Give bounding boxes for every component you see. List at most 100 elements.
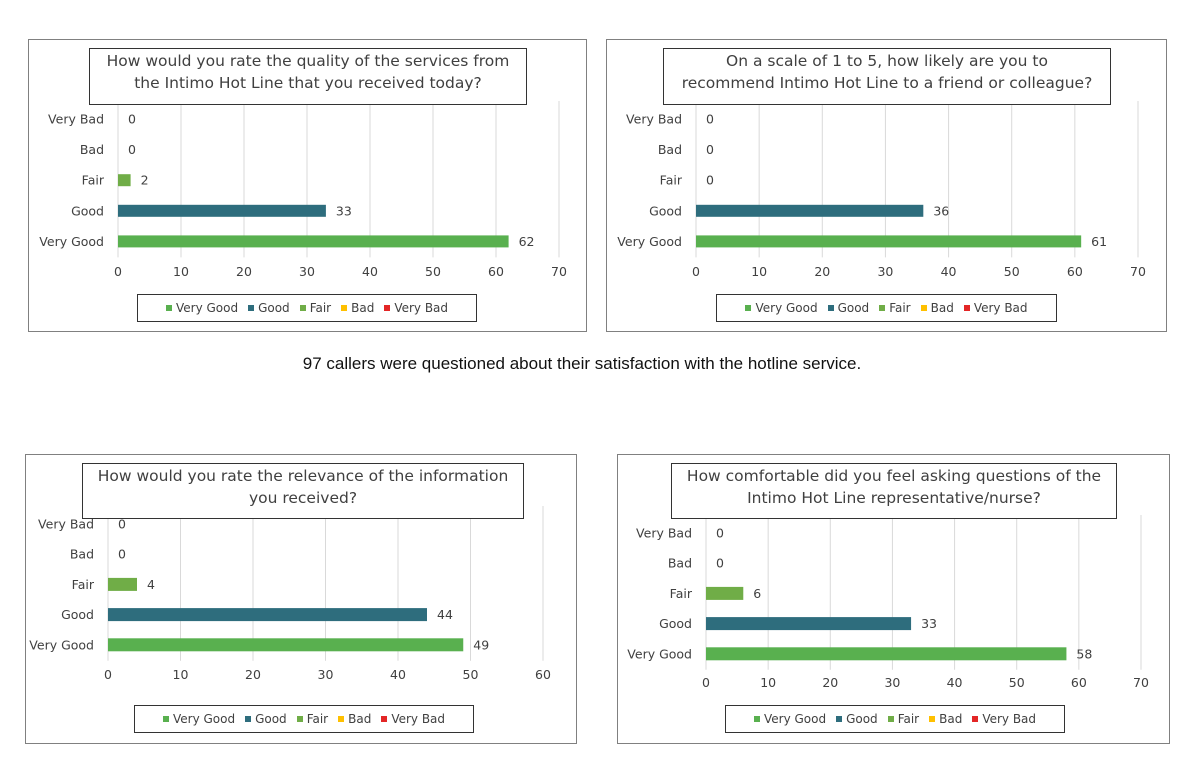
chart-legend: Very Good Good Fair Bad Very Bad xyxy=(137,294,477,322)
chart-panel-quality: 0 10 20 30 40 50 60 70 Very Bad 0 Bad 0 Fair 2 Good 33 V… xyxy=(28,39,587,332)
y-category-label: Very Good xyxy=(627,646,692,661)
x-tick-label: 40 xyxy=(941,264,957,279)
chart-title-line-2: recommend Intimo Hot Line to a friend or… xyxy=(681,74,1093,92)
x-tick-label: 70 xyxy=(1133,675,1149,690)
bar xyxy=(108,608,427,622)
legend-swatch xyxy=(963,305,970,311)
x-tick-label: 20 xyxy=(822,675,838,690)
x-tick-label: 70 xyxy=(551,264,567,279)
data-label: 49 xyxy=(473,637,489,652)
x-tick-label: 40 xyxy=(362,264,378,279)
bar-chart-comfort: 0 10 20 30 40 50 60 70 Very Bad 0 Bad 0 Fair 6 Good 33 V… xyxy=(627,515,1149,690)
bar xyxy=(706,647,1067,661)
legend-item-good: Good xyxy=(827,301,869,315)
chart-title-line-2: Intimo Hot Line representative/nurse? xyxy=(747,489,1041,507)
y-category-label: Fair xyxy=(82,173,105,188)
x-tick-label: 40 xyxy=(947,675,963,690)
y-category-label: Fair xyxy=(72,577,95,592)
x-tick-label: 0 xyxy=(692,264,700,279)
x-tick-label: 50 xyxy=(1004,264,1020,279)
x-tick-label: 30 xyxy=(318,667,334,682)
legend-label: Good xyxy=(255,712,287,726)
data-label: 61 xyxy=(1091,234,1107,249)
legend-item-very-bad: Very Bad xyxy=(972,712,1036,726)
legend-item-very-bad: Very Bad xyxy=(381,712,445,726)
legend-swatch xyxy=(248,305,255,311)
data-label: 0 xyxy=(128,112,136,127)
legend-label: Bad xyxy=(930,301,954,315)
legend-item-very-good: Very Good xyxy=(165,301,238,315)
x-tick-label: 10 xyxy=(173,667,189,682)
legend-label: Fair xyxy=(306,712,329,726)
bar xyxy=(706,586,744,600)
legend-swatch xyxy=(929,716,936,722)
data-label: 0 xyxy=(716,526,724,541)
legend-swatch xyxy=(745,305,752,311)
legend-label: Bad xyxy=(939,712,963,726)
y-category-label: Good xyxy=(61,607,94,622)
chart-panel-comfort: 0 10 20 30 40 50 60 70 Very Bad 0 Bad 0 Fair 6 Good 33 V… xyxy=(617,454,1170,744)
y-category-label: Very Bad xyxy=(48,112,104,127)
legend-swatch xyxy=(920,305,927,311)
x-tick-label: 50 xyxy=(463,667,479,682)
legend-label: Very Good xyxy=(755,301,818,315)
legend-label: Fair xyxy=(309,301,332,315)
chart-title-line-1: How would you rate the quality of the se… xyxy=(106,52,510,70)
survey-caption: 97 callers were questioned about their s… xyxy=(302,354,862,373)
legend-swatch xyxy=(296,716,303,722)
legend-item-fair: Fair xyxy=(296,712,329,726)
data-label: 36 xyxy=(933,203,949,218)
data-label: 33 xyxy=(921,616,937,631)
legend-item-good: Good xyxy=(836,712,878,726)
legend-swatch xyxy=(245,716,252,722)
y-category-label: Good xyxy=(71,203,104,218)
x-tick-label: 30 xyxy=(877,264,893,279)
legend-item-very-bad: Very Bad xyxy=(384,301,448,315)
bar xyxy=(108,577,137,591)
bar-chart-quality: 0 10 20 30 40 50 60 70 Very Bad 0 Bad 0 Fair 2 Good 33 V… xyxy=(39,101,567,279)
y-category-label: Very Good xyxy=(617,234,682,249)
legend-label: Bad xyxy=(351,301,375,315)
data-label: 0 xyxy=(716,556,724,571)
legend-label: Very Bad xyxy=(982,712,1037,726)
chart-title-line-2: you received? xyxy=(248,489,358,507)
chart-title-line-1: How comfortable did you feel asking ques… xyxy=(686,467,1102,485)
chart-legend: Very Good Good Fair Bad Very Bad xyxy=(716,294,1057,322)
y-category-label: Good xyxy=(659,616,692,631)
y-category-label: Bad xyxy=(80,142,104,157)
bar xyxy=(706,617,912,631)
legend-swatch xyxy=(299,305,306,311)
x-tick-label: 60 xyxy=(535,667,551,682)
chart-title-line-1: On a scale of 1 to 5, how likely are you… xyxy=(726,52,1048,70)
data-label: 0 xyxy=(118,517,126,532)
legend-item-very-good: Very Good xyxy=(745,301,818,315)
y-category-label: Good xyxy=(649,203,682,218)
x-tick-label: 40 xyxy=(390,667,406,682)
bar xyxy=(118,235,509,248)
legend-item-bad: Bad xyxy=(338,712,371,726)
legend-item-fair: Fair xyxy=(299,301,332,315)
data-label: 33 xyxy=(336,203,352,218)
legend-label: Good xyxy=(258,301,290,315)
y-category-label: Very Bad xyxy=(38,517,94,532)
y-category-label: Very Bad xyxy=(636,526,692,541)
chart-legend: Very Good Good Fair Bad Very Bad xyxy=(725,705,1065,733)
legend-item-fair: Fair xyxy=(887,712,919,726)
x-tick-label: 60 xyxy=(1071,675,1087,690)
legend-swatch xyxy=(165,305,172,311)
legend-label: Fair xyxy=(889,301,911,315)
legend-swatch xyxy=(887,716,894,722)
chart-legend: Very Good Good Fair Bad Very Bad xyxy=(134,705,474,733)
data-label: 0 xyxy=(118,547,126,562)
y-category-label: Very Good xyxy=(39,234,104,249)
y-category-label: Very Bad xyxy=(626,112,682,127)
x-tick-label: 50 xyxy=(1009,675,1025,690)
x-tick-label: 60 xyxy=(488,264,504,279)
legend-swatch xyxy=(836,716,843,722)
data-label: 0 xyxy=(706,173,714,188)
legend-swatch xyxy=(753,716,760,722)
legend-swatch xyxy=(162,716,169,722)
chart-panel-recommend: 0 10 20 30 40 50 60 70 Very Bad 0 Bad 0 Fair 0 Good 36 V… xyxy=(606,39,1167,332)
x-tick-label: 10 xyxy=(173,264,189,279)
x-tick-label: 0 xyxy=(104,667,112,682)
